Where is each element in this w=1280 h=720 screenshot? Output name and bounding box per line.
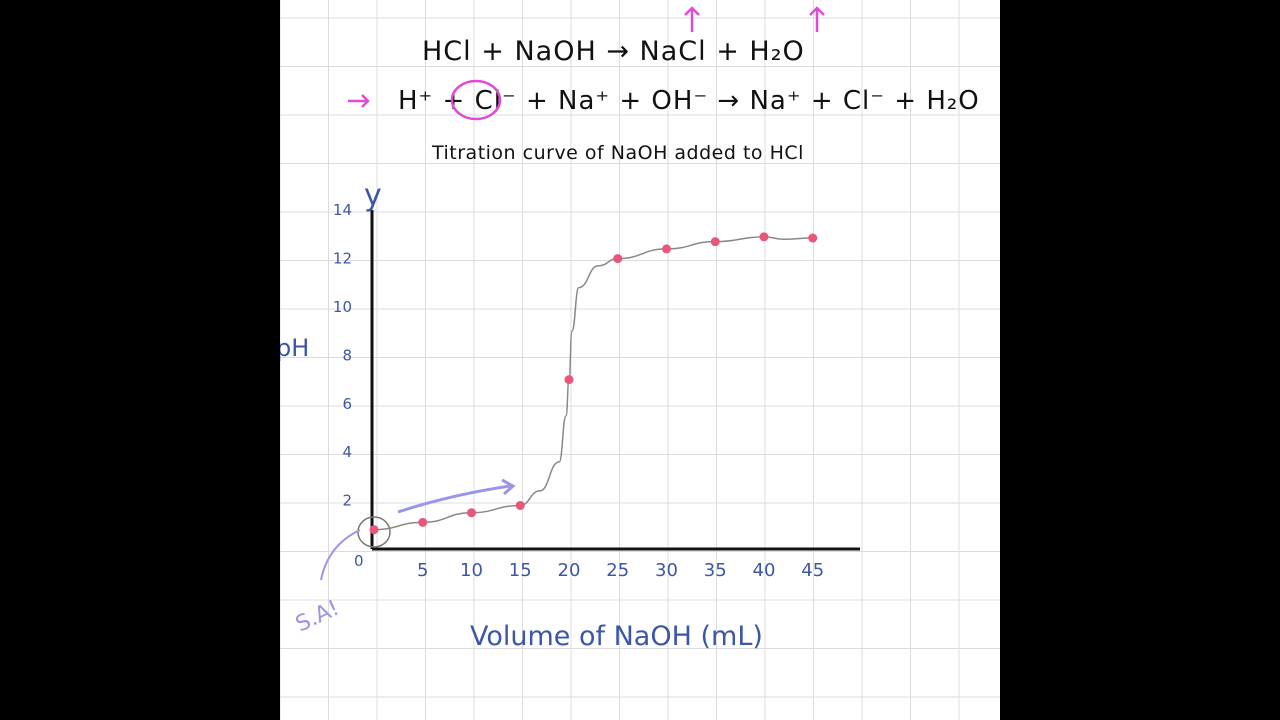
y-tick-label: 2 (342, 492, 352, 510)
x-tick-label: 25 (606, 560, 629, 581)
pink-right-arrow (348, 94, 370, 108)
data-point (369, 525, 379, 535)
notebook-page: HCl + NaOH → NaCl + H₂O H⁺ + Cl⁻ + Na⁺ +… (280, 0, 1000, 720)
annotation-pointer (320, 529, 361, 581)
titration-chart: y pH Volume of NaOH (mL) 0 2 4 6 8 10 12 14 5 1… (280, 6, 860, 652)
x-tick-label: 35 (704, 560, 727, 581)
y-tick-label: 6 (342, 395, 352, 413)
titration-curve (373, 236, 813, 531)
trend-arrow (397, 478, 516, 514)
strong-acid-annotation: S.A! (292, 596, 343, 638)
data-point (515, 500, 525, 510)
data-point (418, 517, 428, 527)
y-axis-title: pH (280, 334, 309, 362)
y-axis-marker: y (364, 178, 382, 213)
x-tick-label: 10 (460, 560, 483, 581)
x-tick-label: 20 (558, 560, 581, 581)
chloride-highlight-circle (450, 79, 502, 121)
y-tick-labels: 2 4 6 8 10 12 14 (333, 201, 352, 509)
x-tick-label: 45 (801, 560, 824, 581)
y-tick-label: 14 (333, 201, 352, 219)
pink-up-arrow-left (684, 6, 700, 32)
x-tick-label: 15 (509, 560, 532, 581)
pink-up-arrow-right (809, 6, 825, 32)
data-point (710, 237, 720, 247)
origin-label: 0 (354, 552, 364, 570)
data-points (369, 232, 818, 535)
data-point (759, 232, 769, 242)
y-tick-label: 4 (342, 443, 352, 461)
y-tick-label: 12 (333, 250, 352, 268)
data-point (808, 233, 818, 243)
graph-paper-grid (280, 0, 1000, 720)
y-tick-label: 8 (342, 346, 352, 364)
x-tick-label: 5 (417, 560, 428, 581)
x-tick-label: 40 (753, 560, 776, 581)
y-tick-label: 10 (333, 298, 352, 316)
data-point (467, 508, 476, 518)
molecular-equation: HCl + NaOH → NaCl + H₂O (422, 36, 805, 67)
x-axis-title: Volume of NaOH (mL) (470, 621, 763, 652)
x-tick-labels: 5 10 15 20 25 30 35 40 45 (417, 560, 824, 581)
chart-title: Titration curve of NaOH added to HCl (432, 142, 804, 164)
data-point (564, 375, 574, 385)
data-point (662, 244, 671, 254)
data-point (613, 254, 623, 264)
x-tick-label: 30 (655, 560, 678, 581)
